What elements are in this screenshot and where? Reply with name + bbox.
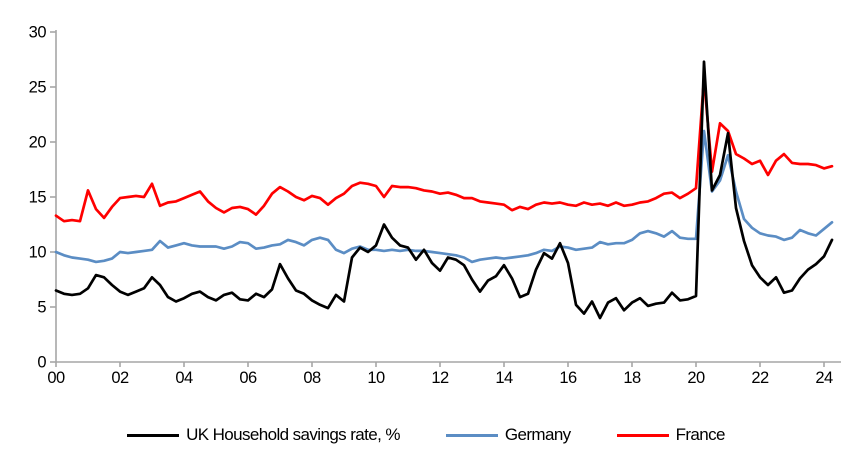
legend-label-germany: Germany [504, 425, 571, 444]
x-tick-label: 12 [431, 369, 449, 387]
y-tick-label: 5 [37, 299, 46, 317]
y-tick-label: 30 [29, 24, 47, 42]
france-line-swatch [616, 433, 669, 437]
uk-savings-rate-line [54, 60, 834, 320]
x-tick-label: 18 [623, 369, 641, 387]
legend-label-france: France [675, 425, 726, 444]
chart-legend: UK Household savings rate, % Germany Fra… [0, 425, 852, 445]
x-tick-label: 22 [751, 369, 769, 387]
x-tick-label: 06 [239, 369, 257, 387]
uk-line-swatch [127, 433, 180, 437]
x-tick-label: 20 [687, 369, 705, 387]
x-tick-label: 10 [367, 369, 385, 387]
x-tick-label: 24 [815, 369, 833, 387]
y-tick-label: 20 [29, 134, 47, 152]
x-tick-label: 14 [495, 369, 513, 387]
legend-item-uk: UK Household savings rate, % [127, 425, 400, 445]
y-tick-label: 15 [29, 189, 47, 207]
x-tick-label: 16 [559, 369, 577, 387]
germany-line [54, 129, 834, 264]
legend-label-uk: UK Household savings rate, % [186, 425, 400, 444]
x-tick-label: 04 [175, 369, 193, 387]
y-tick-label: 10 [29, 244, 47, 262]
household-savings-rate-line-chart: 0 5 10 15 20 25 30 00 02 04 06 08 10 12 14 16 18 20 22 24 [29, 24, 841, 387]
x-tick-label: 00 [47, 369, 65, 387]
france-line [54, 76, 834, 223]
legend-item-germany: Germany [445, 425, 571, 445]
x-tick-label: 02 [111, 369, 129, 387]
y-tick-label: 0 [37, 354, 46, 372]
germany-line-swatch [445, 433, 498, 437]
y-tick-label: 25 [29, 79, 47, 97]
x-tick-label: 08 [303, 369, 321, 387]
legend-item-france: France [616, 425, 726, 445]
